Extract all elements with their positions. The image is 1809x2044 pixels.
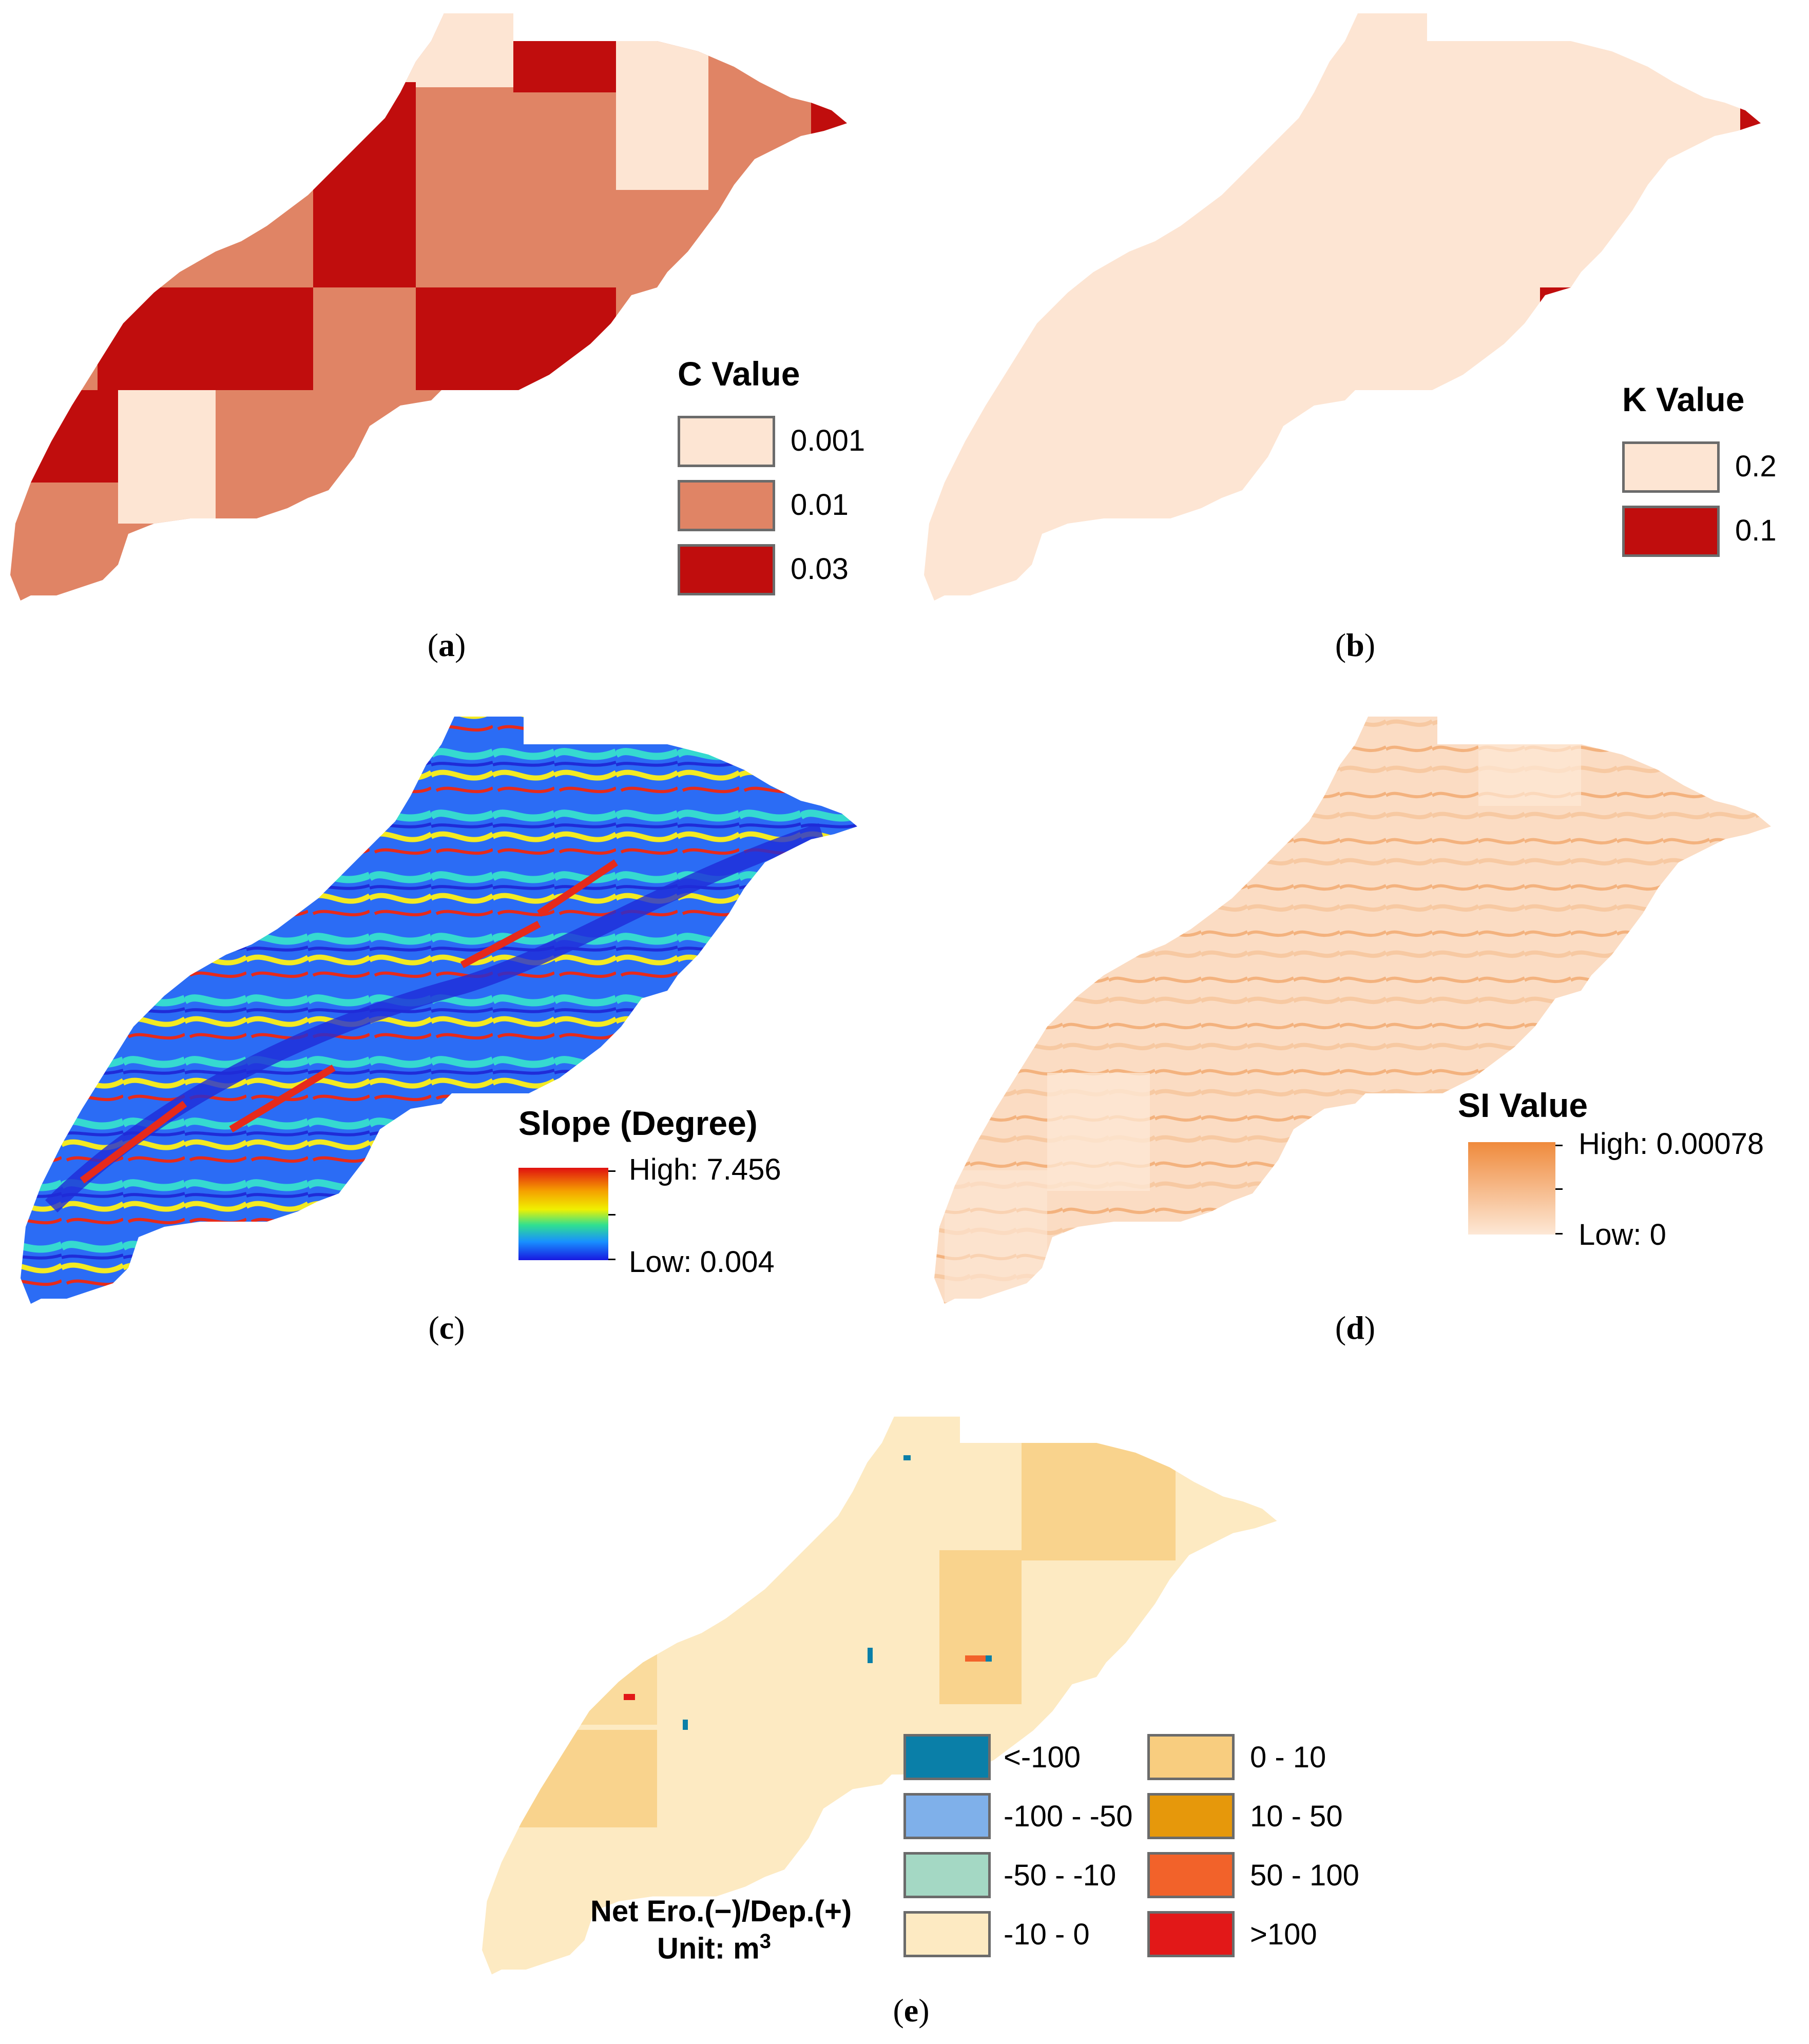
legend-label-k-0: 0.2 — [1735, 450, 1777, 483]
legend-swatch-e-r2 — [1147, 1852, 1235, 1898]
legend-title-c: C Value — [678, 355, 800, 393]
legend-tick-si-high — [1555, 1145, 1563, 1146]
legend-si-high: High: 0.00078 — [1579, 1127, 1764, 1161]
legend-label-c-0: 0.001 — [791, 424, 865, 457]
legend-swatch-k-1 — [1622, 506, 1720, 557]
legend-unit-text: Unit: m — [657, 1932, 760, 1965]
legend-tick-si-low — [1555, 1233, 1563, 1235]
legend-label-e-l1: -100 - -50 — [1004, 1800, 1133, 1833]
legend-label-e-r2: 50 - 100 — [1250, 1859, 1359, 1892]
legend-unit-sup: 3 — [759, 1930, 771, 1953]
legend-slope-low: Low: 0.004 — [629, 1245, 775, 1279]
legend-label-k-1: 0.1 — [1735, 514, 1777, 547]
legend-title-k: K Value — [1622, 380, 1745, 418]
panel-label-d: (d) — [1335, 1309, 1376, 1346]
legend-label-e-r3: >100 — [1250, 1918, 1317, 1951]
legend-si-low: Low: 0 — [1579, 1218, 1666, 1251]
map-slope — [21, 717, 857, 1304]
legend-label-c-1: 0.01 — [791, 488, 849, 522]
legend-swatch-e-l2 — [903, 1852, 991, 1898]
panel-label-c: (c) — [428, 1309, 465, 1346]
legend-tick-slope-low — [608, 1259, 615, 1260]
legend-gradient-si — [1468, 1142, 1555, 1235]
legend-label-e-l0: <-100 — [1004, 1741, 1081, 1774]
legend-slope-high: High: 7.456 — [629, 1153, 781, 1186]
legend-swatch-e-l0 — [903, 1734, 991, 1780]
legend-title-si: SI Value — [1458, 1086, 1588, 1124]
legend-tick-slope-high — [608, 1170, 615, 1172]
legend-tick-slope-mid — [608, 1214, 615, 1216]
legend-tick-si-mid — [1555, 1188, 1563, 1190]
legend-swatch-e-l1 — [903, 1793, 991, 1839]
legend-swatch-e-l3 — [903, 1911, 991, 1957]
legend-gradient-slope — [518, 1168, 608, 1260]
legend-swatch-c-0 — [678, 416, 775, 467]
legend-swatch-e-r3 — [1147, 1911, 1235, 1957]
panel-label-b: (b) — [1335, 627, 1376, 663]
legend-swatch-c-1 — [678, 480, 775, 531]
panel-label-a: (a) — [427, 627, 466, 663]
legend-title-slope: Slope (Degree) — [518, 1104, 758, 1142]
legend-swatch-e-r1 — [1147, 1793, 1235, 1839]
legend-label-e-l2: -50 - -10 — [1004, 1859, 1117, 1892]
legend-label-c-2: 0.03 — [791, 552, 849, 586]
legend-swatch-e-r0 — [1147, 1734, 1235, 1780]
legend-title-net-erosion: Net Ero.(−)/Dep.(+) — [590, 1895, 852, 1928]
legend-swatch-k-0 — [1622, 441, 1720, 493]
legend-swatch-c-2 — [678, 544, 775, 595]
legend-label-e-l3: -10 - 0 — [1004, 1918, 1090, 1951]
legend-label-e-r0: 0 - 10 — [1250, 1741, 1326, 1774]
legend-unit: Unit: m3 — [657, 1930, 771, 1965]
legend-label-e-r1: 10 - 50 — [1250, 1800, 1343, 1833]
panel-label-e: (e) — [893, 1992, 930, 2029]
